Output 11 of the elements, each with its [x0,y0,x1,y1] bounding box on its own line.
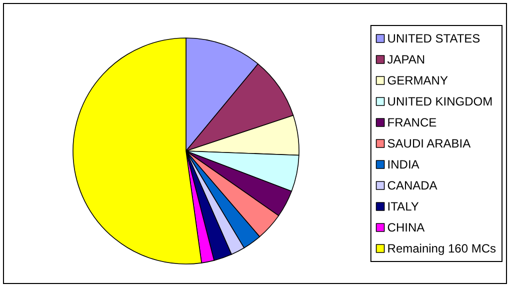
legend-label: UNITED KINGDOM [387,94,493,108]
legend-label: FRANCE [387,116,437,130]
legend-label: CHINA [387,220,425,234]
legend-label: Remaining 160 MCs [387,242,496,256]
legend-label: UNITED STATES [387,32,480,46]
legend-label: SAUDI ARABIA [387,136,471,150]
legend-label: ITALY [387,200,419,214]
legend-label: JAPAN [387,52,426,66]
legend-label: GERMANY [387,74,448,88]
legend-label: INDIA [387,158,420,172]
legend-label: CANADA [387,178,438,192]
